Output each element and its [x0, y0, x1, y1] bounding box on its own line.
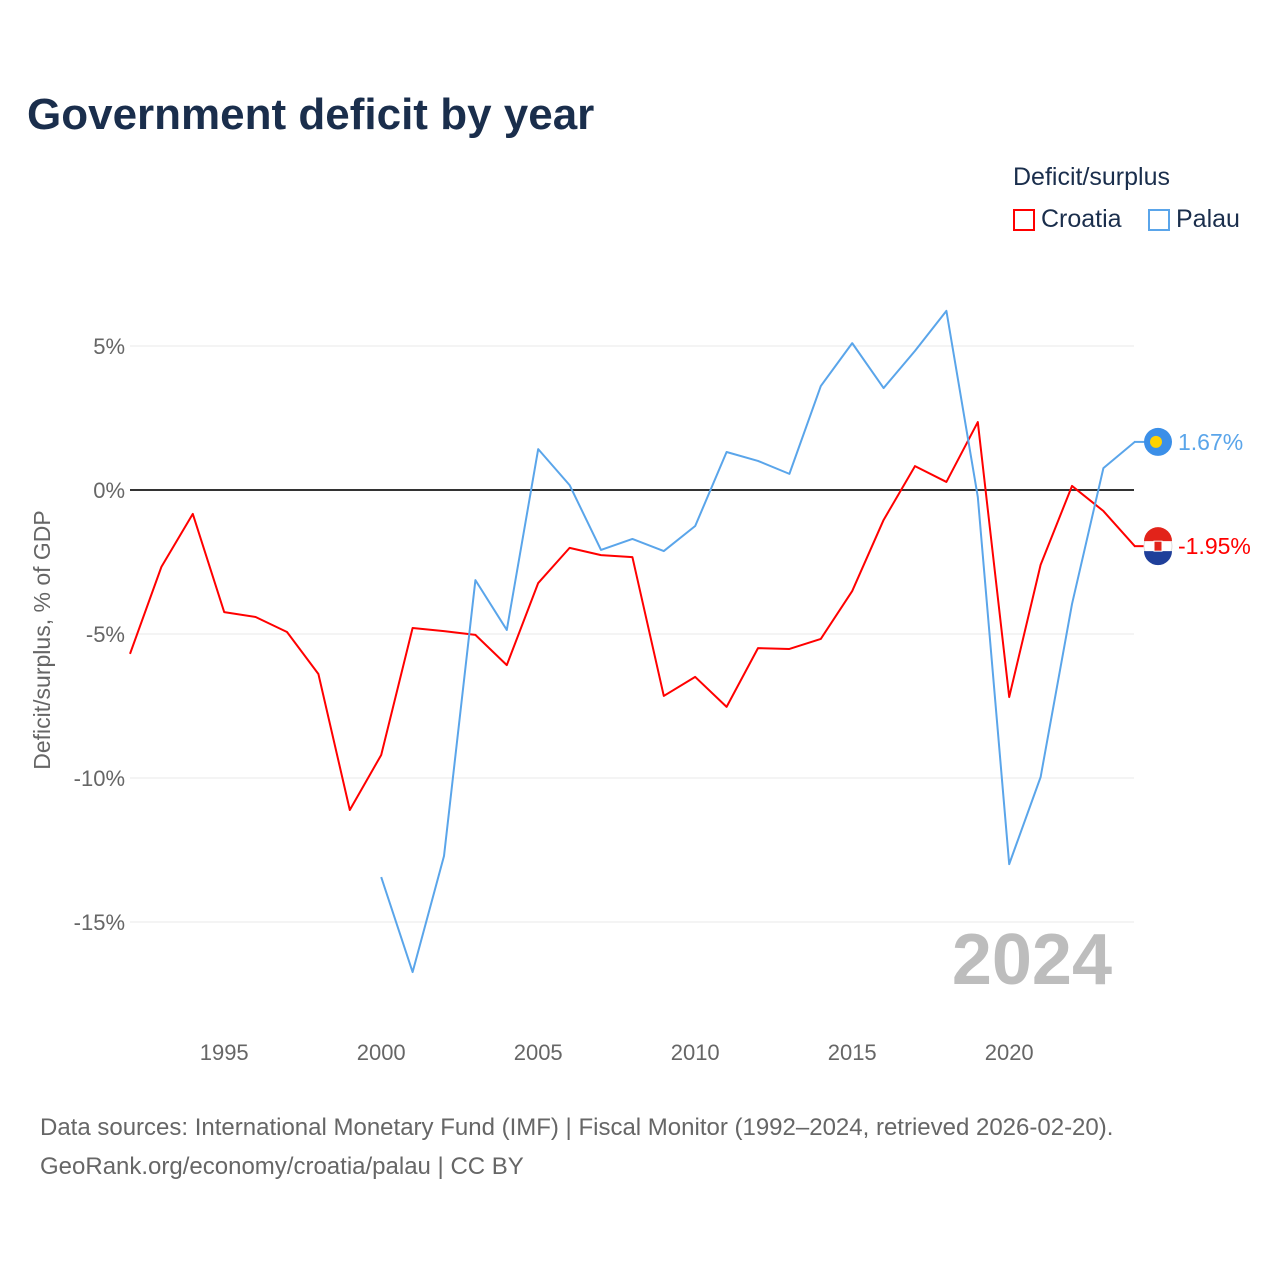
y-tick-label: -5%: [86, 622, 125, 647]
end-value-label-palau: 1.67%: [1178, 429, 1243, 455]
y-tick-label: 5%: [93, 334, 125, 359]
legend-swatch-croatia: [1013, 208, 1035, 231]
y-tick-label: -10%: [74, 766, 125, 791]
x-tick-label: 2010: [671, 1040, 720, 1065]
x-tick-label: 2020: [985, 1040, 1034, 1065]
croatia-flag-red: [1144, 527, 1172, 542]
chart-title: Government deficit by year: [27, 90, 595, 139]
x-tick-label: 1995: [200, 1040, 249, 1065]
y-axis-label: Deficit/surplus, % of GDP: [29, 510, 55, 769]
source-note: Data sources: International Monetary Fun…: [40, 1108, 1113, 1186]
croatia-flag-shield: [1153, 540, 1163, 552]
croatia-flag-blue: [1144, 551, 1172, 566]
end-value-label-croatia: -1.95%: [1178, 533, 1251, 559]
palau-flag-moon: [1150, 435, 1162, 448]
legend-item-croatia[interactable]: Croatia: [1013, 205, 1122, 234]
x-tick-label: 2005: [514, 1040, 563, 1065]
legend-swatch-palau: [1148, 208, 1170, 231]
legend-item-palau[interactable]: Palau: [1148, 205, 1240, 234]
y-tick-label: -15%: [74, 910, 125, 935]
legend-label-palau: Palau: [1176, 205, 1240, 233]
legend-title: Deficit/surplus: [1013, 163, 1170, 191]
source-line-2[interactable]: GeoRank.org/economy/croatia/palau | CC B…: [40, 1153, 524, 1180]
legend-label-croatia: Croatia: [1041, 205, 1122, 233]
source-line-1: Data sources: International Monetary Fun…: [40, 1114, 1114, 1141]
x-tick-label: 2000: [357, 1040, 406, 1065]
year-watermark: 2024: [952, 920, 1112, 1000]
series-line-palau: [380, 309, 1136, 974]
x-tick-label: 2015: [828, 1040, 877, 1065]
y-tick-label: 0%: [93, 478, 125, 503]
series-line-croatia: [129, 421, 1136, 811]
